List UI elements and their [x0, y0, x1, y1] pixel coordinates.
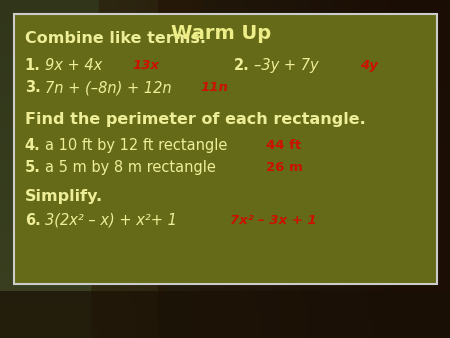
- Text: 9x + 4x: 9x + 4x: [45, 58, 102, 73]
- Polygon shape: [90, 0, 202, 338]
- Text: 1.: 1.: [25, 58, 40, 73]
- Text: 11n: 11n: [200, 81, 228, 94]
- Text: Simplify.: Simplify.: [25, 189, 103, 203]
- Text: Warm Up: Warm Up: [171, 24, 271, 43]
- Bar: [14, 14, 436, 284]
- Text: Combine like terms.: Combine like terms.: [25, 31, 206, 46]
- Bar: [0, 291, 450, 338]
- Text: 4.: 4.: [25, 138, 40, 153]
- Text: 44 ft: 44 ft: [266, 139, 301, 152]
- Text: 6.: 6.: [25, 213, 40, 228]
- Text: 2.: 2.: [234, 58, 250, 73]
- Text: Find the perimeter of each rectangle.: Find the perimeter of each rectangle.: [25, 113, 365, 127]
- Text: a 5 m by 8 m rectangle: a 5 m by 8 m rectangle: [45, 160, 216, 175]
- Text: 3(2x² – x) + x²+ 1: 3(2x² – x) + x²+ 1: [45, 213, 177, 228]
- Text: a 10 ft by 12 ft rectangle: a 10 ft by 12 ft rectangle: [45, 138, 227, 153]
- Text: 7x² – 3x + 1: 7x² – 3x + 1: [230, 214, 316, 227]
- Text: 7n + (–8n) + 12n: 7n + (–8n) + 12n: [45, 80, 171, 95]
- Text: 13x: 13x: [133, 59, 160, 72]
- Text: –3y + 7y: –3y + 7y: [254, 58, 319, 73]
- Text: 26 m: 26 m: [266, 161, 302, 174]
- Polygon shape: [158, 0, 450, 338]
- Text: 4y: 4y: [360, 59, 378, 72]
- Text: 5.: 5.: [25, 160, 40, 175]
- Text: 3.: 3.: [25, 80, 40, 95]
